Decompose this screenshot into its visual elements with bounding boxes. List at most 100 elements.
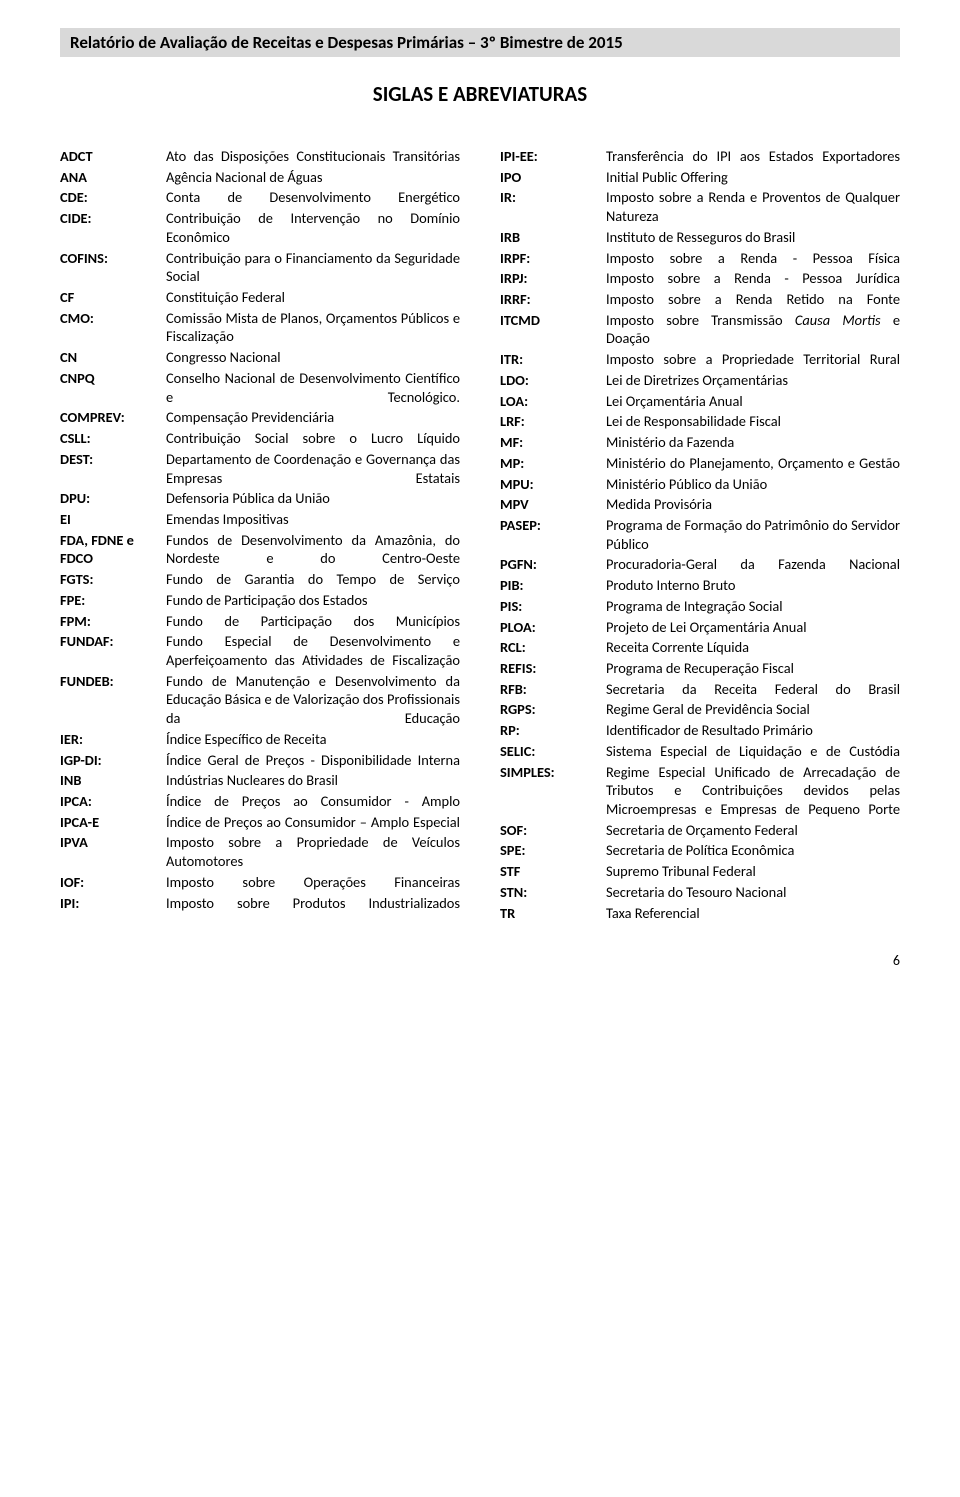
abbrev-entry: PIS:Programa de Integração Social: [500, 597, 900, 616]
abbrev-entry: CNCongresso Nacional: [60, 348, 460, 367]
abbrev-definition: Contribuição para o Financiamento da Seg…: [166, 249, 460, 286]
abbrev-entry: RGPS:Regime Geral de Previdência Social: [500, 700, 900, 719]
abbrev-definition: Imposto sobre Produtos Industrializados: [166, 894, 460, 913]
abbrev-term: STF: [500, 862, 606, 881]
abbrev-term: EI: [60, 510, 166, 529]
abbrev-entry: IER:Índice Específico de Receita: [60, 730, 460, 749]
abbrev-definition: Ato das Disposições Constitucionais Tran…: [166, 147, 460, 166]
abbrev-term: SELIC:: [500, 742, 606, 761]
abbrev-definition: Secretaria da Receita Federal do Brasil: [606, 680, 900, 699]
abbrev-entry: FPM:Fundo de Participação dos Municípios: [60, 612, 460, 631]
abbrev-entry: COMPREV:Compensação Previdenciária: [60, 408, 460, 427]
abbrev-definition: Constituição Federal: [166, 288, 460, 307]
abbrev-term: LDO:: [500, 371, 606, 390]
abbrev-entry: IRBInstituto de Resseguros do Brasil: [500, 228, 900, 247]
abbrev-term: FGTS:: [60, 570, 166, 589]
abbrev-definition: Programa de Integração Social: [606, 597, 900, 616]
abbrev-definition: Medida Provisória: [606, 495, 900, 514]
abbrev-definition: Secretaria do Tesouro Nacional: [606, 883, 900, 902]
abbrev-definition: Ministério Público da União: [606, 475, 900, 494]
abbrev-definition: Agência Nacional de Águas: [166, 168, 460, 187]
abbrev-entry: ANAAgência Nacional de Águas: [60, 168, 460, 187]
abbrev-term: SIMPLES:: [500, 763, 606, 819]
abbrev-definition: Receita Corrente Líquida: [606, 638, 900, 657]
abbrev-entry: IR:Imposto sobre a Renda e Proventos de …: [500, 188, 900, 225]
abbrev-definition: Conselho Nacional de Desenvolvimento Cie…: [166, 369, 460, 406]
abbrev-definition: Congresso Nacional: [166, 348, 460, 367]
abbrev-term: INB: [60, 771, 166, 790]
abbrev-definition: Imposto sobre Operações Financeiras: [166, 873, 460, 892]
abbrev-definition: Projeto de Lei Orçamentária Anual: [606, 618, 900, 637]
abbrev-entry: SOF:Secretaria de Orçamento Federal: [500, 821, 900, 840]
abbrev-term: PASEP:: [500, 516, 606, 553]
abbrev-definition: Lei de Diretrizes Orçamentárias: [606, 371, 900, 390]
abbrev-definition: Lei Orçamentária Anual: [606, 392, 900, 411]
abbrev-term: DPU:: [60, 489, 166, 508]
abbrev-definition: Indústrias Nucleares do Brasil: [166, 771, 460, 790]
abbrev-entry: FUNDAF:Fundo Especial de Desenvolvimento…: [60, 632, 460, 669]
abbrev-term: IPI:: [60, 894, 166, 913]
abbrev-entry: LDO:Lei de Diretrizes Orçamentárias: [500, 371, 900, 390]
abbrev-entry: IPVAImposto sobre a Propriedade de Veícu…: [60, 833, 460, 870]
abbrev-term: IPO: [500, 168, 606, 187]
abbrev-definition: Identificador de Resultado Primário: [606, 721, 900, 740]
abbrev-definition: Transferência do IPI aos Estados Exporta…: [606, 147, 900, 166]
document-page: Relatório de Avaliação de Receitas e Des…: [0, 0, 960, 1009]
abbrev-term: FPE:: [60, 591, 166, 610]
page-title: SIGLAS E ABREVIATURAS: [60, 81, 900, 107]
abbrev-term: RGPS:: [500, 700, 606, 719]
abbrev-entry: COFINS:Contribuição para o Financiamento…: [60, 249, 460, 286]
abbrev-definition: Secretaria de Orçamento Federal: [606, 821, 900, 840]
abbrev-entry: PIB:Produto Interno Bruto: [500, 576, 900, 595]
abbrev-entry: IGP-DI:Índice Geral de Preços - Disponib…: [60, 751, 460, 770]
abbrev-term: IRPF:: [500, 249, 606, 268]
abbrev-definition: Imposto sobre a Propriedade de Veículos …: [166, 833, 460, 870]
abbrev-definition: Imposto sobre a Renda Retido na Fonte: [606, 290, 900, 309]
abbrev-term: MP:: [500, 454, 606, 473]
abbrev-term: IER:: [60, 730, 166, 749]
abbrev-term: COFINS:: [60, 249, 166, 286]
abbrev-entry: MF:Ministério da Fazenda: [500, 433, 900, 452]
abbrev-entry: MP:Ministério do Planejamento, Orçamento…: [500, 454, 900, 473]
abbrev-entry: EIEmendas Impositivas: [60, 510, 460, 529]
abbrev-term: DEST:: [60, 450, 166, 487]
abbrev-entry: FDA, FDNE e FDCOFundos de Desenvolviment…: [60, 531, 460, 568]
abbrev-definition: Compensação Previdenciária: [166, 408, 460, 427]
abbrev-entry: TRTaxa Referencial: [500, 904, 900, 923]
abbrev-entry: FGTS:Fundo de Garantia do Tempo de Servi…: [60, 570, 460, 589]
abbrev-term: IGP-DI:: [60, 751, 166, 770]
abbrev-definition: Imposto sobre a Propriedade Territorial …: [606, 350, 900, 369]
abbrev-entry: CFConstituição Federal: [60, 288, 460, 307]
abbrev-term: IOF:: [60, 873, 166, 892]
abbrev-entry: FUNDEB:Fundo de Manutenção e Desenvolvim…: [60, 672, 460, 728]
abbrev-term: FUNDAF:: [60, 632, 166, 669]
abbrev-entry: ITR:Imposto sobre a Propriedade Territor…: [500, 350, 900, 369]
abbrev-entry: IRPF:Imposto sobre a Renda - Pessoa Físi…: [500, 249, 900, 268]
abbrev-term: IPI-EE:: [500, 147, 606, 166]
abbrev-entry: REFIS:Programa de Recuperação Fiscal: [500, 659, 900, 678]
abbrev-entry: IRRF:Imposto sobre a Renda Retido na Fon…: [500, 290, 900, 309]
abbrev-entry: INBIndústrias Nucleares do Brasil: [60, 771, 460, 790]
abbrev-entry: CIDE:Contribuição de Intervenção no Domí…: [60, 209, 460, 246]
abbrev-term: PLOA:: [500, 618, 606, 637]
abbrev-term: IRB: [500, 228, 606, 247]
abbrev-definition: Emendas Impositivas: [166, 510, 460, 529]
abbrev-entry: IPCA-EÍndice de Preços ao Consumidor – A…: [60, 813, 460, 832]
abbrev-term: CMO:: [60, 309, 166, 346]
abbrev-definition: Fundo de Participação dos Municípios: [166, 612, 460, 631]
abbrev-entry: IPI-EE:Transferência do IPI aos Estados …: [500, 147, 900, 166]
abbrev-term: CDE:: [60, 188, 166, 207]
abbrev-entry: STFSupremo Tribunal Federal: [500, 862, 900, 881]
abbrev-entry: STN:Secretaria do Tesouro Nacional: [500, 883, 900, 902]
abbrev-entry: CMO:Comissão Mista de Planos, Orçamentos…: [60, 309, 460, 346]
abbrev-term: IPCA:: [60, 792, 166, 811]
abbrev-definition: Índice Geral de Preços - Disponibilidade…: [166, 751, 460, 770]
abbrev-term: CF: [60, 288, 166, 307]
abbrev-term: LRF:: [500, 412, 606, 431]
abbrev-definition: Programa de Formação do Patrimônio do Se…: [606, 516, 900, 553]
abbrev-definition: Imposto sobre a Renda - Pessoa Jurídica: [606, 269, 900, 288]
abbrev-entry: IPOInitial Public Offering: [500, 168, 900, 187]
abbrev-term: MF:: [500, 433, 606, 452]
abbrev-definition: Comissão Mista de Planos, Orçamentos Púb…: [166, 309, 460, 346]
abbrev-term: ITCMD: [500, 311, 606, 348]
